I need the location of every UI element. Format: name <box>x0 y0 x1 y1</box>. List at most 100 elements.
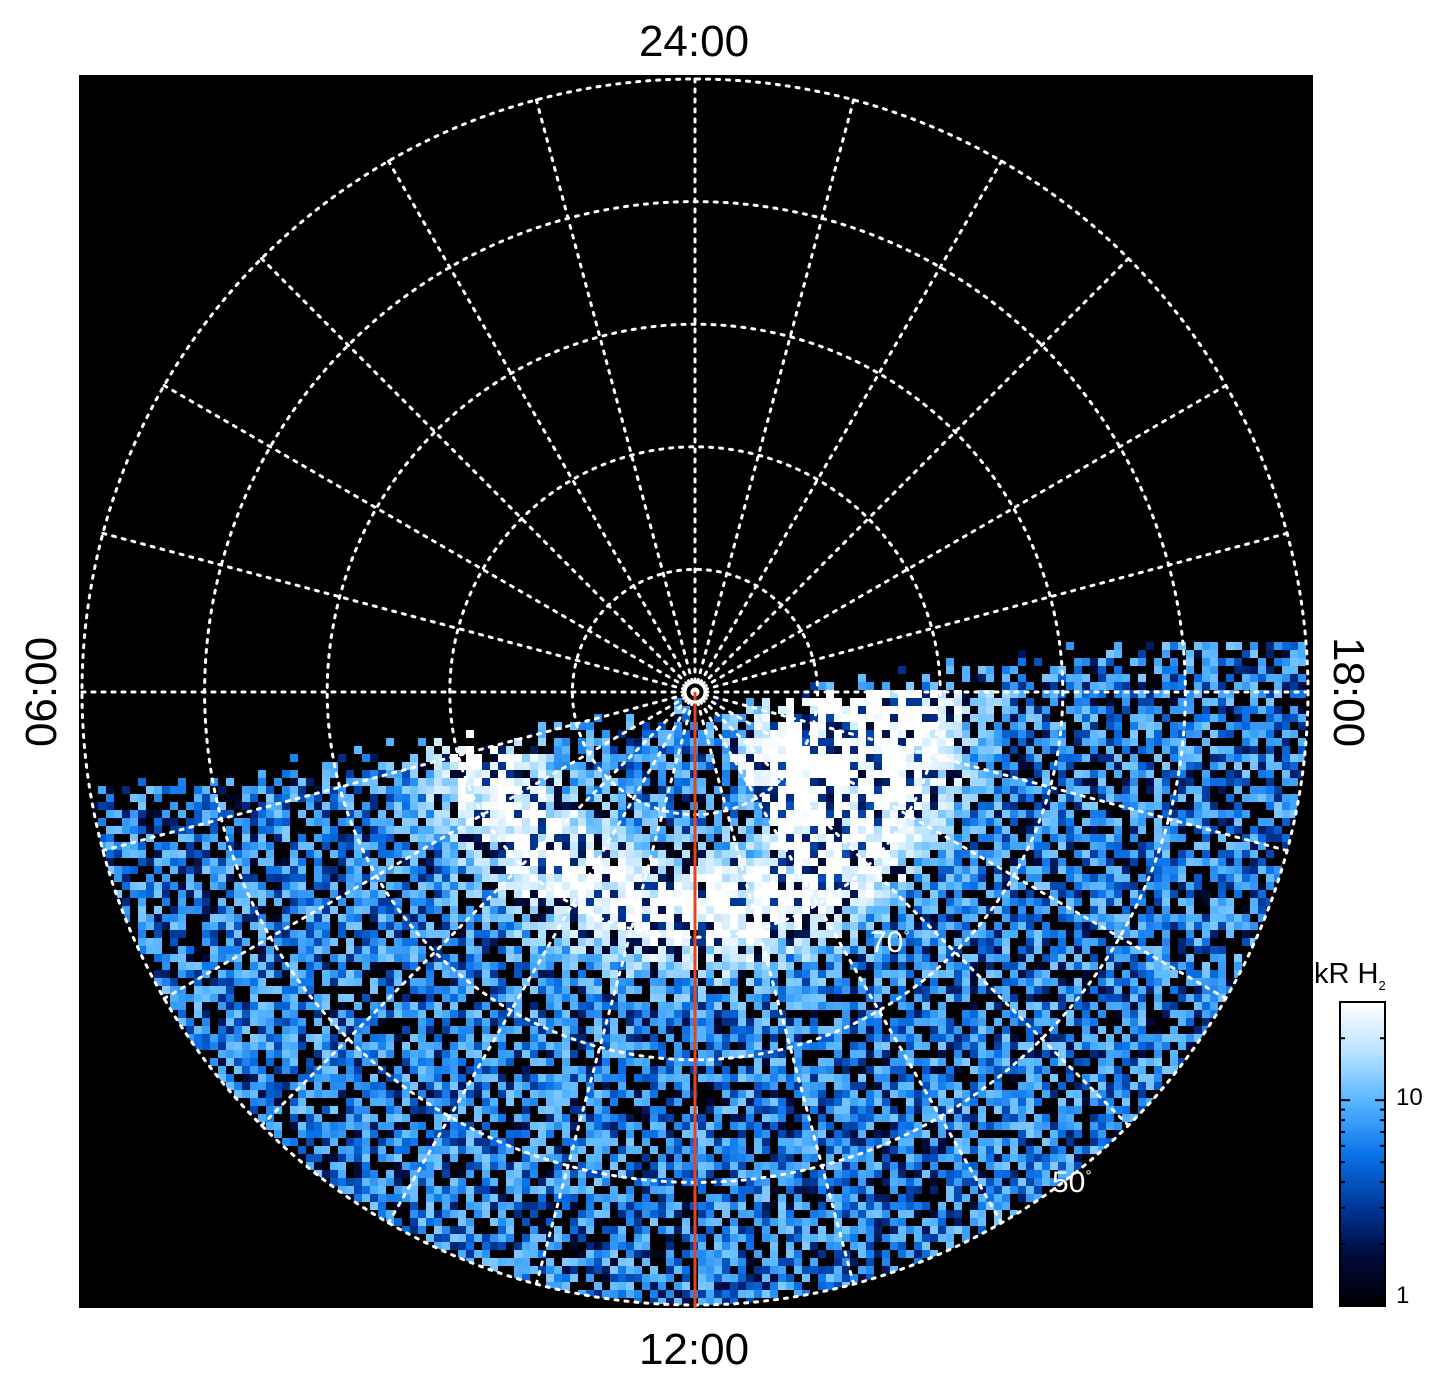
emission-pixel <box>1194 810 1202 818</box>
emission-pixel <box>842 826 850 834</box>
emission-pixel <box>1178 810 1186 818</box>
emission-pixel <box>858 970 866 978</box>
emission-pixel <box>730 954 738 962</box>
emission-pixel <box>1290 738 1298 746</box>
emission-pixel <box>610 978 618 986</box>
emission-pixel <box>978 738 986 746</box>
emission-pixel <box>954 946 962 954</box>
emission-pixel <box>450 962 458 970</box>
emission-pixel <box>1218 946 1226 954</box>
emission-pixel <box>258 794 266 802</box>
emission-pixel <box>786 946 794 954</box>
emission-pixel <box>314 818 322 826</box>
emission-pixel <box>1106 938 1114 946</box>
emission-pixel <box>570 922 578 930</box>
emission-pixel <box>794 810 802 818</box>
emission-pixel <box>362 818 370 826</box>
emission-pixel <box>258 842 266 850</box>
emission-pixel <box>1010 706 1018 714</box>
emission-pixel <box>882 730 890 738</box>
emission-pixel <box>1186 906 1194 914</box>
emission-pixel <box>922 738 930 746</box>
emission-pixel <box>1050 818 1058 826</box>
emission-pixel <box>434 762 442 770</box>
emission-pixel <box>1106 922 1114 930</box>
emission-pixel <box>154 946 162 954</box>
emission-pixel <box>274 986 282 994</box>
emission-pixel <box>1010 754 1018 762</box>
emission-pixel <box>986 922 994 930</box>
emission-pixel <box>1106 890 1114 898</box>
emission-pixel <box>890 714 898 722</box>
emission-pixel <box>1186 954 1194 962</box>
emission-pixel <box>770 730 778 738</box>
emission-pixel <box>106 842 114 850</box>
emission-pixel <box>1090 898 1098 906</box>
emission-pixel <box>722 882 730 890</box>
emission-pixel <box>834 714 842 722</box>
emission-pixel <box>866 826 874 834</box>
emission-pixel <box>866 730 874 738</box>
emission-pixel <box>1258 842 1266 850</box>
emission-pixel <box>418 786 426 794</box>
emission-pixel <box>290 874 298 882</box>
emission-pixel <box>906 706 914 714</box>
emission-pixel <box>426 898 434 906</box>
emission-pixel <box>1066 810 1074 818</box>
emission-pixel <box>274 826 282 834</box>
emission-pixel <box>1210 842 1218 850</box>
emission-pixel <box>594 930 602 938</box>
emission-pixel <box>418 962 426 970</box>
emission-pixel <box>666 970 674 978</box>
emission-pixel <box>1170 882 1178 890</box>
emission-pixel <box>962 850 970 858</box>
emission-pixel <box>1098 946 1106 954</box>
emission-pixel <box>954 962 962 970</box>
emission-pixel <box>898 922 906 930</box>
emission-pixel <box>1114 850 1122 858</box>
emission-pixel <box>882 810 890 818</box>
emission-pixel <box>370 898 378 906</box>
emission-pixel <box>1098 850 1106 858</box>
emission-pixel <box>1146 762 1154 770</box>
emission-pixel <box>202 938 210 946</box>
emission-pixel <box>1106 818 1114 826</box>
emission-pixel <box>738 890 746 898</box>
emission-pixel <box>858 714 866 722</box>
emission-pixel <box>354 890 362 898</box>
emission-pixel <box>338 826 346 834</box>
emission-pixel <box>994 842 1002 850</box>
emission-pixel <box>394 890 402 898</box>
emission-pixel <box>506 954 514 962</box>
emission-pixel <box>1114 698 1122 706</box>
emission-pixel <box>1130 978 1138 986</box>
emission-pixel <box>1058 962 1066 970</box>
emission-pixel <box>234 866 242 874</box>
emission-pixel <box>610 882 618 890</box>
emission-pixel <box>418 826 426 834</box>
emission-pixel <box>754 794 762 802</box>
emission-pixel <box>546 786 554 794</box>
emission-pixel <box>1266 866 1274 874</box>
emission-pixel <box>1170 826 1178 834</box>
emission-pixel <box>906 762 914 770</box>
emission-pixel <box>1194 714 1202 722</box>
emission-pixel <box>882 938 890 946</box>
emission-pixel <box>1154 850 1162 858</box>
emission-pixel <box>282 770 290 778</box>
emission-pixel <box>882 746 890 754</box>
emission-pixel <box>754 890 762 898</box>
emission-pixel <box>698 906 706 914</box>
emission-pixel <box>1114 714 1122 722</box>
emission-pixel <box>874 810 882 818</box>
emission-pixel <box>554 882 562 890</box>
emission-pixel <box>578 786 586 794</box>
emission-pixel <box>618 850 626 858</box>
emission-pixel <box>986 746 994 754</box>
emission-pixel <box>682 898 690 906</box>
emission-pixel <box>314 946 322 954</box>
emission-pixel <box>762 794 770 802</box>
emission-pixel <box>306 946 314 954</box>
emission-pixel <box>898 794 906 802</box>
emission-pixel <box>738 786 746 794</box>
